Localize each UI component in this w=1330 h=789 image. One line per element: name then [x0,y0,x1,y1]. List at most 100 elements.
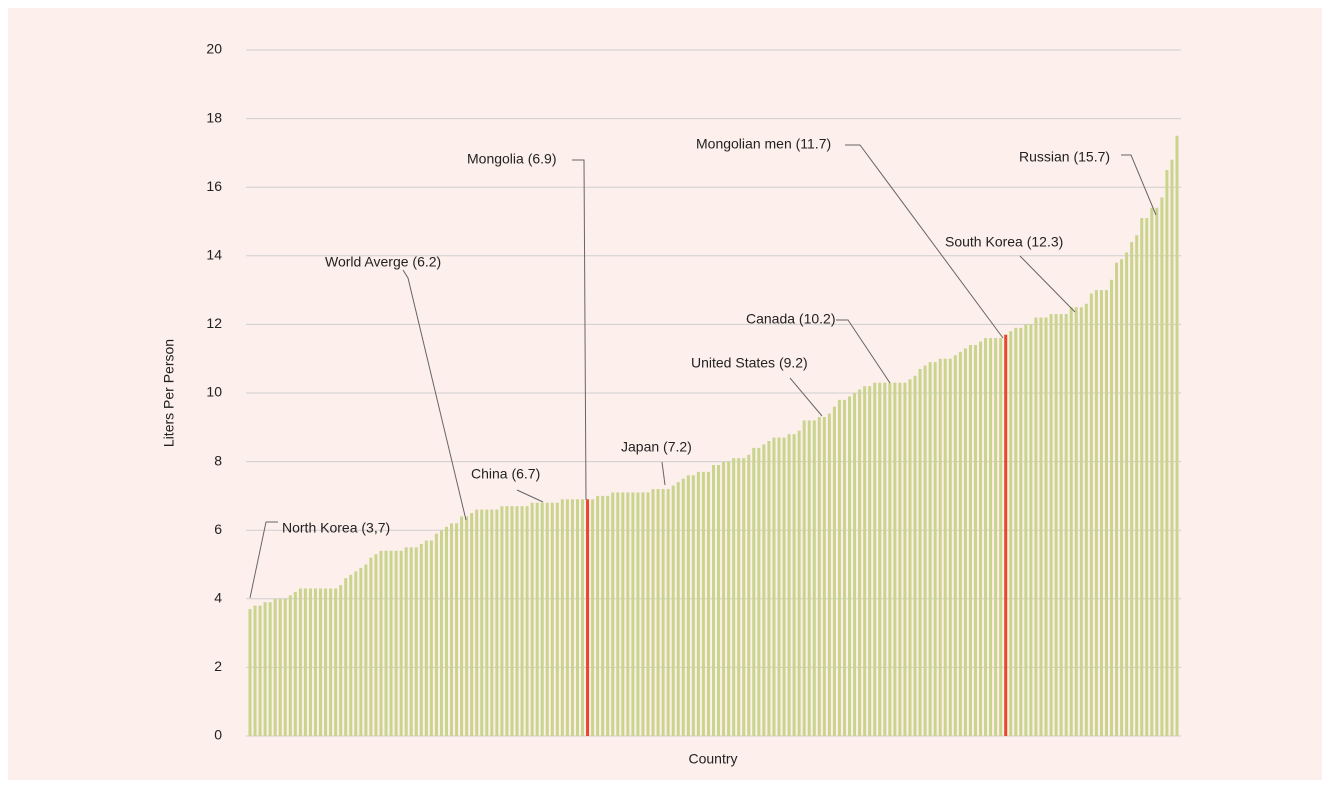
bar [817,417,821,736]
bar [918,368,922,736]
bar [1089,293,1093,736]
bar [535,502,539,736]
bar [853,393,857,736]
bar [419,543,423,736]
bar [364,564,368,736]
bar [1034,317,1038,736]
bar [455,523,459,736]
bar [1175,135,1179,736]
bar [379,550,383,736]
bar [606,495,610,736]
bar [344,578,348,736]
bar [389,550,393,736]
y-tick-label: 4 [214,590,222,606]
bar [1140,218,1144,736]
y-tick-label: 8 [214,452,222,468]
bar [1110,279,1114,736]
annotation: South Korea (12.3) [945,234,1063,250]
annotation-leader [572,159,587,501]
background [8,8,1322,780]
bar [651,489,655,736]
bar [409,547,413,736]
bar [525,506,529,736]
bar [324,588,328,736]
bar [994,338,998,736]
bar [515,506,519,736]
bar [429,540,433,736]
bar [999,338,1003,736]
annotation: World Averge (6.2) [325,254,441,270]
y-tick-label: 20 [206,41,222,57]
annotation: Canada (10.2) [746,311,836,327]
bar [777,437,781,736]
bar [485,509,489,736]
bar [626,492,630,736]
bar [948,358,952,736]
bar [1099,290,1103,736]
bar [681,478,685,736]
bar [505,506,509,736]
bar [1120,259,1124,736]
bar [586,499,590,736]
bar [288,595,292,736]
bar [671,485,675,736]
bar [450,523,454,736]
bar [424,540,428,736]
annotation-leader [1019,255,1076,313]
bar [1079,307,1083,736]
bar [248,609,252,736]
bar [631,492,635,736]
bar [842,399,846,736]
bar [898,382,902,736]
bar [1039,317,1043,736]
bar [837,399,841,736]
bar [480,509,484,736]
bar [722,461,726,736]
bar [399,550,403,736]
bar [374,554,378,736]
bar [656,489,660,736]
bar [1024,324,1028,736]
bar [712,465,715,736]
annotation: Japan (7.2) [621,439,692,455]
y-tick-label: 12 [206,315,222,331]
bar [1064,314,1068,736]
bar [1074,307,1078,736]
bar [797,430,801,736]
annotation-leader [516,489,544,503]
annotation: Mongolian men (11.7) [696,136,831,152]
bar [565,499,569,736]
bar [913,375,917,736]
bar [676,482,680,736]
bar [550,502,554,736]
x-axis-title: Country [688,751,737,767]
bar [434,533,438,736]
bar [339,585,343,736]
bar [787,434,791,736]
annotation-leader [402,269,467,521]
annotation-leader [1121,154,1157,216]
bar [933,362,937,736]
bar [742,458,746,736]
annotation-leader [789,377,823,417]
y-tick-label: 6 [214,521,222,537]
bar [1160,197,1164,737]
bar [500,506,504,736]
bar [510,506,514,736]
bar [706,471,710,736]
bar [1104,290,1108,736]
bar [253,605,257,736]
bar [989,338,993,736]
bar [1049,314,1053,736]
bar [1084,303,1088,736]
bar [621,492,625,736]
bar [283,598,287,736]
bar [1029,324,1033,736]
bar [570,499,574,736]
bar [792,434,796,736]
bar [1094,290,1098,736]
bar [953,355,957,736]
annotation-leader [845,144,1004,339]
bar [938,358,942,736]
